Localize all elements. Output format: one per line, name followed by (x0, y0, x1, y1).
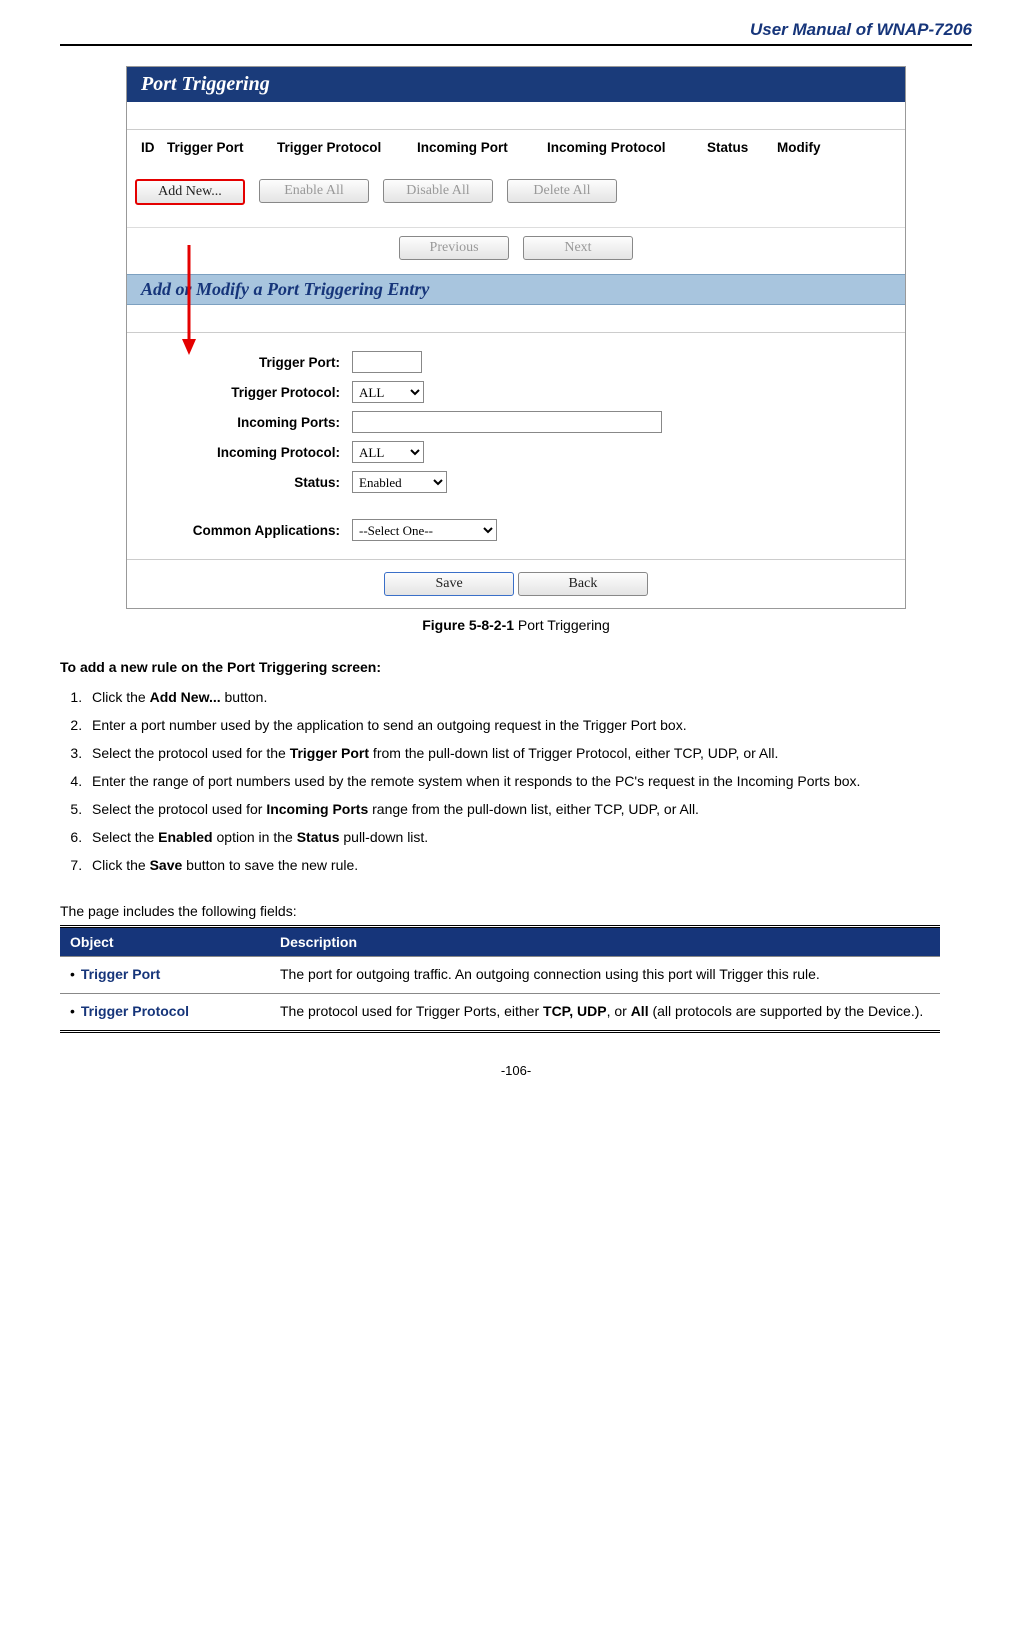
common-applications-label: Common Applications: (137, 523, 352, 538)
step-item: Enter a port number used by the applicat… (86, 711, 972, 739)
col-trigger-protocol: Trigger Protocol (271, 140, 411, 155)
table-header-row: ID Trigger Port Trigger Protocol Incomin… (127, 130, 905, 165)
step-item: Select the protocol used for the Trigger… (86, 739, 972, 767)
doc-header: User Manual of WNAP-7206 (60, 20, 972, 46)
button-row: Add New... Enable All Disable All Delete… (127, 165, 905, 227)
steps-list: Click the Add New... button.Enter a port… (60, 683, 972, 879)
figure-text: Port Triggering (514, 617, 610, 633)
col-incoming-port: Incoming Port (411, 140, 541, 155)
delete-all-button[interactable]: Delete All (507, 179, 617, 203)
trigger-port-label: Trigger Port: (137, 355, 352, 370)
step-item: Click the Save button to save the new ru… (86, 851, 972, 879)
panel-title-port-triggering: Port Triggering (127, 67, 905, 102)
th-description: Description (270, 927, 940, 957)
next-button[interactable]: Next (523, 236, 633, 260)
incoming-ports-input[interactable] (352, 411, 662, 433)
screenshot-container: Port Triggering ID Trigger Port Trigger … (126, 66, 906, 609)
figure-caption: Figure 5-8-2-1 Port Triggering (60, 617, 972, 633)
figure-number: Figure 5-8-2-1 (422, 617, 514, 633)
spacer (127, 305, 905, 333)
incoming-ports-label: Incoming Ports: (137, 415, 352, 430)
common-applications-select[interactable]: --Select One-- (352, 519, 497, 541)
col-id: ID (135, 140, 161, 155)
disable-all-button[interactable]: Disable All (383, 179, 493, 203)
object-cell: •Trigger Port (60, 957, 270, 994)
status-label: Status: (137, 475, 352, 490)
col-modify: Modify (771, 140, 841, 155)
table-row: •Trigger PortThe port for outgoing traff… (60, 957, 940, 994)
step-item: Select the protocol used for Incoming Po… (86, 795, 972, 823)
trigger-protocol-label: Trigger Protocol: (137, 385, 352, 400)
trigger-protocol-select[interactable]: ALL (352, 381, 424, 403)
enable-all-button[interactable]: Enable All (259, 179, 369, 203)
col-incoming-protocol: Incoming Protocol (541, 140, 701, 155)
save-button[interactable]: Save (384, 572, 514, 596)
step-item: Click the Add New... button. (86, 683, 972, 711)
previous-button[interactable]: Previous (399, 236, 509, 260)
incoming-protocol-select[interactable]: ALL (352, 441, 424, 463)
back-button[interactable]: Back (518, 572, 648, 596)
table-row: •Trigger ProtocolThe protocol used for T… (60, 993, 940, 1031)
spacer (127, 102, 905, 130)
col-trigger-port: Trigger Port (161, 140, 271, 155)
step-item: Enter the range of port numbers used by … (86, 767, 972, 795)
step-item: Select the Enabled option in the Status … (86, 823, 972, 851)
page-number: -106- (60, 1063, 972, 1078)
nav-row: Previous Next (127, 227, 905, 274)
col-status: Status (701, 140, 771, 155)
incoming-protocol-label: Incoming Protocol: (137, 445, 352, 460)
description-cell: The port for outgoing traffic. An outgoi… (270, 957, 940, 994)
fields-intro: The page includes the following fields: (60, 903, 972, 919)
form-footer: Save Back (127, 560, 905, 608)
description-cell: The protocol used for Trigger Ports, eit… (270, 993, 940, 1031)
instructions-heading: To add a new rule on the Port Triggering… (60, 659, 972, 675)
status-select[interactable]: Enabled (352, 471, 447, 493)
th-object: Object (60, 927, 270, 957)
add-new-button[interactable]: Add New... (135, 179, 245, 205)
trigger-port-input[interactable] (352, 351, 422, 373)
fields-table: Object Description •Trigger PortThe port… (60, 925, 940, 1033)
object-cell: •Trigger Protocol (60, 993, 270, 1031)
form-area: Trigger Port: Trigger Protocol: ALL Inco… (127, 333, 905, 560)
panel-title-add-modify: Add or Modify a Port Triggering Entry (127, 274, 905, 305)
